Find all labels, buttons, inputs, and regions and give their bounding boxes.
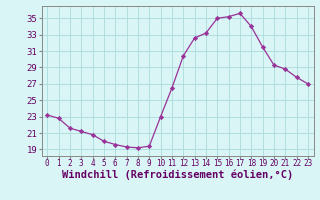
X-axis label: Windchill (Refroidissement éolien,°C): Windchill (Refroidissement éolien,°C) bbox=[62, 170, 293, 180]
